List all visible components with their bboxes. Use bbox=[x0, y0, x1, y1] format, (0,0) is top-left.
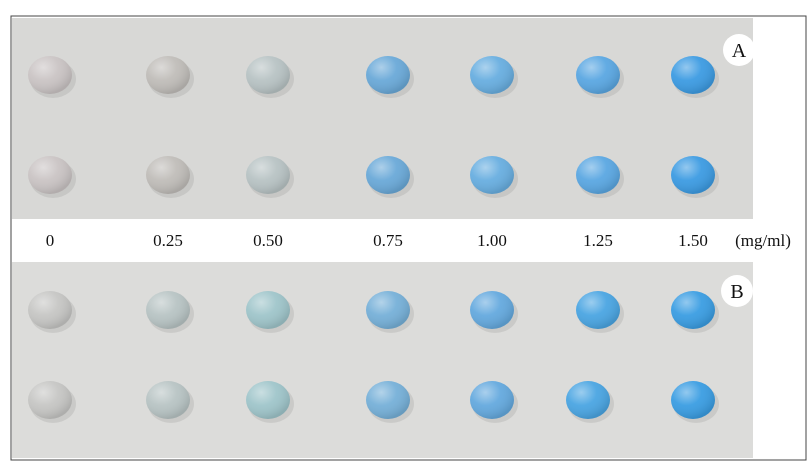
droplet-shine bbox=[671, 156, 715, 194]
droplet-shine bbox=[146, 56, 190, 94]
droplet-shine bbox=[470, 381, 514, 419]
concentration-label: 0.75 bbox=[373, 231, 403, 250]
droplet-shine bbox=[366, 381, 410, 419]
concentration-label: 1.25 bbox=[583, 231, 613, 250]
droplet-shine bbox=[576, 56, 620, 94]
droplet-shine bbox=[671, 381, 715, 419]
droplet-shine bbox=[146, 291, 190, 329]
panel-b-photo bbox=[12, 262, 753, 458]
droplet-shine bbox=[366, 291, 410, 329]
droplet-shine bbox=[366, 56, 410, 94]
droplet-shine bbox=[470, 156, 514, 194]
droplet-shine bbox=[28, 156, 72, 194]
figure-canvas: A B (mg/ml) 0 0.25 0.50 0.75 1.00 1.25 1.50 bbox=[0, 0, 807, 461]
droplet-shine bbox=[671, 291, 715, 329]
panel-a-label: A bbox=[732, 40, 747, 62]
droplet-shine bbox=[146, 156, 190, 194]
figure: A B (mg/ml) 0 0.25 0.50 0.75 1.00 1.25 1.50 bbox=[0, 0, 807, 461]
droplet-shine bbox=[246, 291, 290, 329]
concentration-label: 1.00 bbox=[477, 231, 507, 250]
droplet-shine bbox=[366, 156, 410, 194]
panel-b-label: B bbox=[730, 281, 743, 303]
droplet-shine bbox=[28, 56, 72, 94]
droplet-shine bbox=[671, 56, 715, 94]
droplet-shine bbox=[566, 381, 610, 419]
concentration-label: 0 bbox=[46, 231, 55, 250]
droplet-shine bbox=[576, 291, 620, 329]
droplet-shine bbox=[576, 156, 620, 194]
concentration-label: 0.50 bbox=[253, 231, 283, 250]
droplet-shine bbox=[470, 291, 514, 329]
concentration-label: 1.50 bbox=[678, 231, 708, 250]
unit-label: (mg/ml) bbox=[735, 231, 791, 250]
droplet-shine bbox=[470, 56, 514, 94]
droplet-shine bbox=[28, 291, 72, 329]
droplet-shine bbox=[28, 381, 72, 419]
droplet-shine bbox=[146, 381, 190, 419]
concentration-label: 0.25 bbox=[153, 231, 183, 250]
droplet-shine bbox=[246, 56, 290, 94]
droplet-shine bbox=[246, 156, 290, 194]
droplet-shine bbox=[246, 381, 290, 419]
